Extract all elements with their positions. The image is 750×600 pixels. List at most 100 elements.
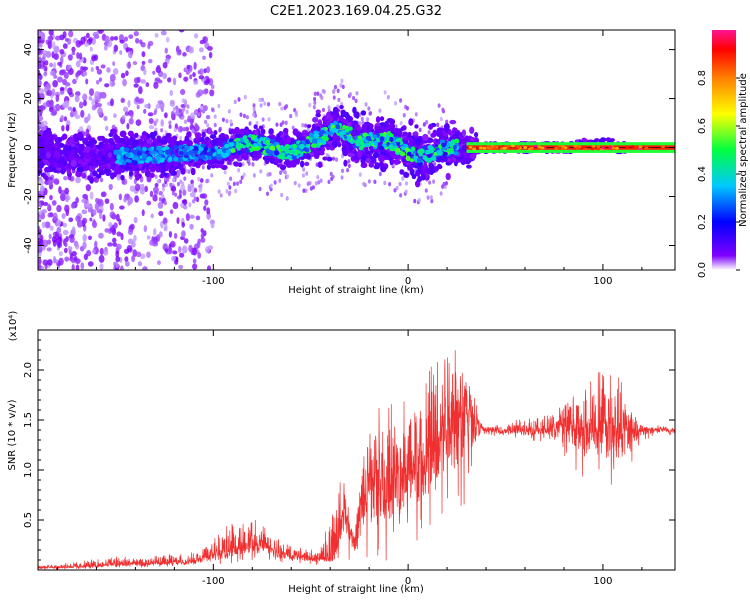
heatmap-speckle xyxy=(181,230,186,238)
heatmap-cell xyxy=(121,164,128,170)
heatmap-speckle xyxy=(252,103,256,108)
heatmap-speckle xyxy=(86,249,92,257)
heatmap-speckle xyxy=(171,255,176,262)
heatmap-speckle xyxy=(99,177,104,183)
heatmap-core xyxy=(486,146,491,150)
heatmap-speckle xyxy=(172,106,176,112)
heatmap-speckle xyxy=(127,228,134,236)
heatmap-speckle xyxy=(134,195,139,203)
heatmap-speckle xyxy=(164,112,168,119)
heatmap-speckle xyxy=(62,222,68,228)
heatmap-speckle xyxy=(143,109,147,114)
heatmap-core xyxy=(200,143,206,148)
heatmap-cell xyxy=(605,137,611,141)
heatmap-speckle xyxy=(206,123,210,128)
heatmap-speckle xyxy=(82,233,87,242)
heatmap-cell xyxy=(286,135,292,143)
heatmap-core xyxy=(161,147,167,151)
heatmap-speckle xyxy=(100,64,106,69)
heatmap-speckle xyxy=(217,103,221,109)
heatmap-speckle xyxy=(340,175,344,180)
heatmap-core xyxy=(362,132,369,138)
heatmap-speckle xyxy=(239,112,243,117)
heatmap-core xyxy=(173,144,178,150)
heatmap-speckle xyxy=(161,183,165,188)
heatmap-cell xyxy=(84,153,92,160)
heatmap-cell xyxy=(131,164,136,172)
heatmap-speckle xyxy=(186,64,191,70)
heatmap-speckle xyxy=(38,30,41,37)
heatmap-speckle xyxy=(141,51,146,58)
heatmap-cell xyxy=(75,171,83,178)
heatmap-speckle xyxy=(43,71,48,77)
heatmap-core xyxy=(234,137,241,142)
heatmap-speckle xyxy=(99,211,103,220)
heatmap-cell xyxy=(375,116,381,123)
heatmap-speckle xyxy=(43,201,49,206)
heatmap-speckle xyxy=(158,210,164,217)
heatmap-speckle xyxy=(82,217,88,225)
heatmap-speckle xyxy=(109,202,114,211)
heatmap-cell xyxy=(194,137,200,145)
heatmap-speckle xyxy=(169,240,176,248)
heatmap-cell xyxy=(408,118,414,126)
heatmap-speckle xyxy=(191,183,195,188)
heatmap-speckle xyxy=(71,226,76,235)
heatmap-speckle xyxy=(62,229,69,236)
heatmap-cell xyxy=(389,151,397,158)
heatmap-speckle xyxy=(42,50,48,55)
heatmap-speckle xyxy=(167,77,172,83)
heatmap-speckle xyxy=(138,183,144,191)
heatmap-speckle xyxy=(49,99,54,108)
heatmap-cell xyxy=(127,130,134,137)
heatmap-speckle xyxy=(88,88,95,96)
heatmap-cell xyxy=(135,173,140,181)
heatmap-speckle xyxy=(90,66,94,73)
heatmap-speckle xyxy=(395,185,399,191)
heatmap-speckle xyxy=(44,85,48,93)
heatmap-y-tick-label: -20 xyxy=(23,188,34,204)
heatmap-cell xyxy=(123,136,129,141)
heatmap-speckle xyxy=(261,117,265,122)
heatmap-speckle xyxy=(248,121,252,126)
heatmap-speckle xyxy=(123,36,129,42)
heatmap-speckle xyxy=(57,76,63,83)
heatmap-speckle xyxy=(75,72,80,78)
heatmap-speckle xyxy=(393,101,397,106)
heatmap-speckle xyxy=(418,127,422,133)
heatmap-speckle xyxy=(80,262,85,270)
heatmap-core xyxy=(228,142,235,147)
heatmap-speckle xyxy=(226,181,230,187)
heatmap-speckle xyxy=(95,80,100,85)
heatmap-speckle xyxy=(68,30,74,38)
heatmap-speckle xyxy=(84,202,90,208)
heatmap-speckle xyxy=(280,106,284,111)
heatmap-core xyxy=(208,151,213,157)
colorbar-tick-label: 0.2 xyxy=(697,214,708,230)
heatmap-cell xyxy=(201,131,206,138)
heatmap-cell xyxy=(282,127,289,134)
heatmap-speckle xyxy=(173,127,177,133)
heatmap-cell xyxy=(414,180,421,188)
heatmap-cell xyxy=(69,138,76,143)
heatmap-core xyxy=(243,138,250,144)
heatmap-speckle xyxy=(169,209,174,215)
heatmap-cell xyxy=(356,150,363,158)
colorbar-tick-label: 0.8 xyxy=(697,70,708,86)
heatmap-cell xyxy=(77,160,84,165)
heatmap-speckle xyxy=(281,120,285,125)
heatmap-speckle xyxy=(172,77,177,86)
heatmap-speckle xyxy=(427,130,431,135)
heatmap-speckle xyxy=(229,176,233,181)
heatmap-speckle xyxy=(113,113,117,119)
heatmap-speckle xyxy=(119,205,125,210)
heatmap-speckle xyxy=(63,176,68,181)
heatmap-core xyxy=(418,149,425,155)
heatmap-speckle xyxy=(53,53,59,60)
heatmap-cell xyxy=(172,162,179,167)
heatmap-cell xyxy=(112,171,117,178)
heatmap-speckle xyxy=(47,258,53,266)
heatmap-x-tick-label: 0 xyxy=(405,276,411,287)
